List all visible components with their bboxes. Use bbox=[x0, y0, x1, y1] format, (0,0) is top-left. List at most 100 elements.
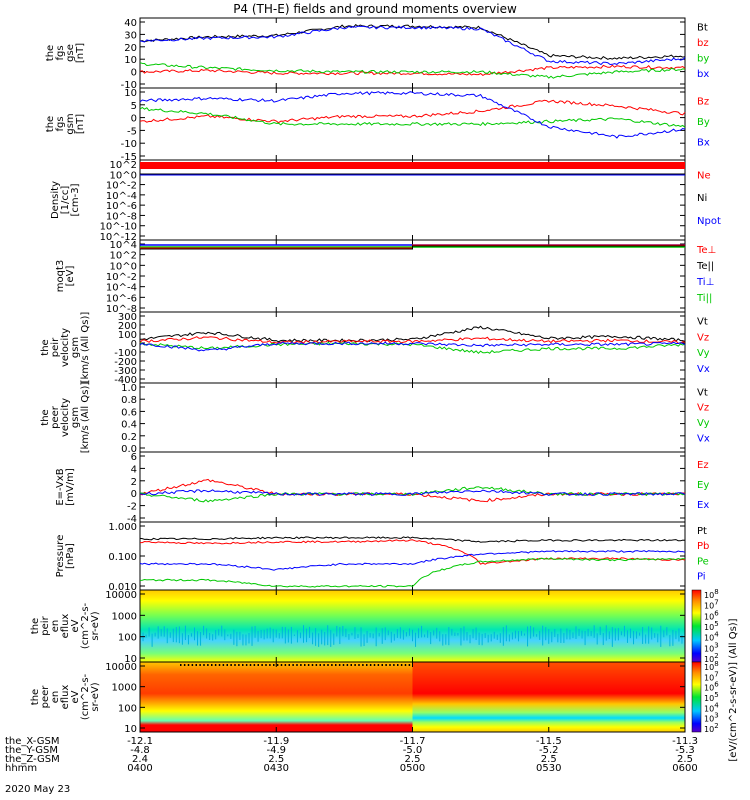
colorbar-tick-label: 107 bbox=[704, 599, 719, 611]
y-axis-label: [1/cc] bbox=[60, 186, 71, 215]
legend-entry: Pt bbox=[697, 526, 707, 537]
panel-background bbox=[140, 522, 685, 590]
series-line-Pi bbox=[139, 550, 686, 571]
y-tick-label: -10 bbox=[121, 139, 137, 150]
y-tick-label: 10^-6 bbox=[106, 201, 137, 212]
series-line-Vt bbox=[140, 325, 686, 343]
y-axis-label: eflux bbox=[60, 614, 71, 639]
orbit-row-value: -4.8 bbox=[130, 745, 150, 756]
y-tick-label: 10^4 bbox=[110, 240, 137, 251]
y-axis-label: eflux bbox=[60, 685, 71, 710]
y-axis-label: peer bbox=[40, 685, 51, 709]
y-tick-label: 10 bbox=[124, 88, 137, 99]
y-axis-label: [km/s (All Qs)] bbox=[80, 382, 91, 454]
y-axis-label: peir bbox=[40, 615, 51, 635]
y-axis-label: [nPa] bbox=[65, 543, 76, 569]
orbit-row-value: -4.9 bbox=[266, 745, 286, 756]
orbit-row-label: the_Y-GSM bbox=[5, 745, 58, 756]
y-axis-label: E=-VxB bbox=[55, 468, 66, 505]
y-axis-label: [eV] bbox=[65, 266, 76, 287]
spectrogram-dot bbox=[366, 664, 368, 666]
spectrogram-dot bbox=[319, 664, 321, 666]
orbit-row-value: 2.5 bbox=[405, 754, 421, 765]
legend-entry: Vz bbox=[697, 332, 709, 343]
series-line-Ex bbox=[139, 489, 686, 496]
panel-p10: 10000 1000 100 10 the peer en eflux eV (cm^2-s-sr… bbox=[30, 661, 686, 735]
y-tick-label: 200 bbox=[118, 321, 137, 332]
spectrogram-dot bbox=[304, 664, 306, 666]
spectrogram-dot bbox=[234, 664, 236, 666]
spectrogram-dot bbox=[331, 664, 333, 666]
y-axis-label: velocity bbox=[60, 398, 71, 437]
colorbar-ions bbox=[691, 589, 702, 663]
orbit-row-value: 2.5 bbox=[677, 754, 693, 765]
legend-entry: Ey bbox=[697, 480, 709, 491]
spectrogram-dot bbox=[373, 664, 376, 666]
spectrogram-dot bbox=[323, 664, 325, 666]
y-axis-label: moqt3 bbox=[55, 260, 66, 293]
spectrogram-electrons-late bbox=[412, 662, 685, 732]
y-tick-label: 1.000 bbox=[108, 522, 137, 533]
y-tick-label: 10^0 bbox=[110, 261, 137, 272]
orbit-row-value: -11.7 bbox=[400, 736, 426, 747]
y-tick-label: 10^2 bbox=[110, 160, 137, 171]
y-tick-label: 0 bbox=[131, 68, 137, 79]
y-tick-label: 300 bbox=[118, 312, 137, 323]
panel-p4: 10^410^210^010^-210^-410^-610^-8 moqt3 [eV… bbox=[55, 239, 716, 315]
panel-p6: 1.00.80.6 0.40.20.0 the peer velocity gsm [km/… bbox=[40, 382, 710, 455]
y-axis-label: [nT] bbox=[75, 43, 86, 63]
colorbar-electrons bbox=[691, 661, 702, 733]
spectrogram-dot bbox=[203, 664, 205, 666]
spectrogram-dot bbox=[183, 664, 186, 666]
y-axis-label: peer bbox=[50, 405, 61, 429]
panel-background bbox=[140, 18, 685, 88]
y-axis-label: (cm^2-s- bbox=[80, 673, 91, 720]
y-tick-label: 10^-4 bbox=[106, 191, 137, 202]
legend-entry: Vt bbox=[697, 387, 708, 398]
y-tick-label: 10^-12 bbox=[100, 232, 137, 243]
y-axis-label: gsm bbox=[70, 337, 81, 358]
y-axis-label: sr-eV) bbox=[90, 611, 101, 640]
panel-background bbox=[140, 160, 685, 240]
y-axis-label: Density bbox=[50, 181, 61, 219]
y-axis-label: en bbox=[50, 620, 61, 633]
y-tick-label: 10^-2 bbox=[106, 272, 137, 283]
y-tick-label: 0.100 bbox=[108, 552, 137, 563]
series-line-Vz bbox=[139, 336, 686, 344]
legend-entry: Bt bbox=[697, 22, 708, 33]
spectrogram-dot bbox=[369, 664, 372, 666]
orbit-row-value: 0400 bbox=[127, 763, 152, 774]
legend-entry: Vt bbox=[697, 317, 708, 328]
y-axis-label: eV bbox=[70, 619, 81, 632]
spectrogram-dot bbox=[346, 664, 349, 666]
y-tick-label: 0.0 bbox=[121, 444, 137, 455]
y-axis-label: peir bbox=[50, 337, 61, 357]
colorbar-label: [eV/(cm^2-s-sr-eV)] (All Qs)] bbox=[728, 618, 739, 761]
y-tick-label: -10 bbox=[121, 80, 137, 91]
series-line-Pe bbox=[139, 557, 686, 588]
legend-entry: bz bbox=[697, 38, 709, 49]
spectrogram-dot bbox=[207, 664, 209, 666]
orbit-row-value: -12.1 bbox=[127, 736, 153, 747]
y-axis-label: fgs bbox=[55, 45, 66, 60]
legend-entry: Vx bbox=[697, 364, 710, 375]
spectrogram-dot bbox=[296, 664, 298, 666]
y-axis-label: en bbox=[50, 691, 61, 704]
y-axis-label: (cm^2-s- bbox=[80, 602, 91, 649]
y-axis-label: gse bbox=[65, 44, 76, 62]
spectrogram-dot bbox=[335, 664, 337, 666]
y-tick-label: 1000 bbox=[112, 683, 137, 694]
orbit-row-label: the_X-GSM bbox=[5, 736, 59, 747]
spectrogram-dot bbox=[245, 664, 248, 666]
legend-entry: Ni bbox=[697, 193, 707, 204]
spectrogram-dot bbox=[276, 664, 279, 666]
y-tick-label: 30 bbox=[124, 30, 137, 41]
spectrogram-dot bbox=[354, 664, 356, 666]
orbit-row-value: -5.3 bbox=[675, 745, 695, 756]
y-axis-label: gsm bbox=[70, 407, 81, 428]
legend-entry: Vy bbox=[697, 418, 710, 429]
series-line-Te2 bbox=[140, 245, 685, 250]
orbit-row-value: 0500 bbox=[400, 763, 425, 774]
legend-entry: Te|| bbox=[696, 261, 714, 272]
